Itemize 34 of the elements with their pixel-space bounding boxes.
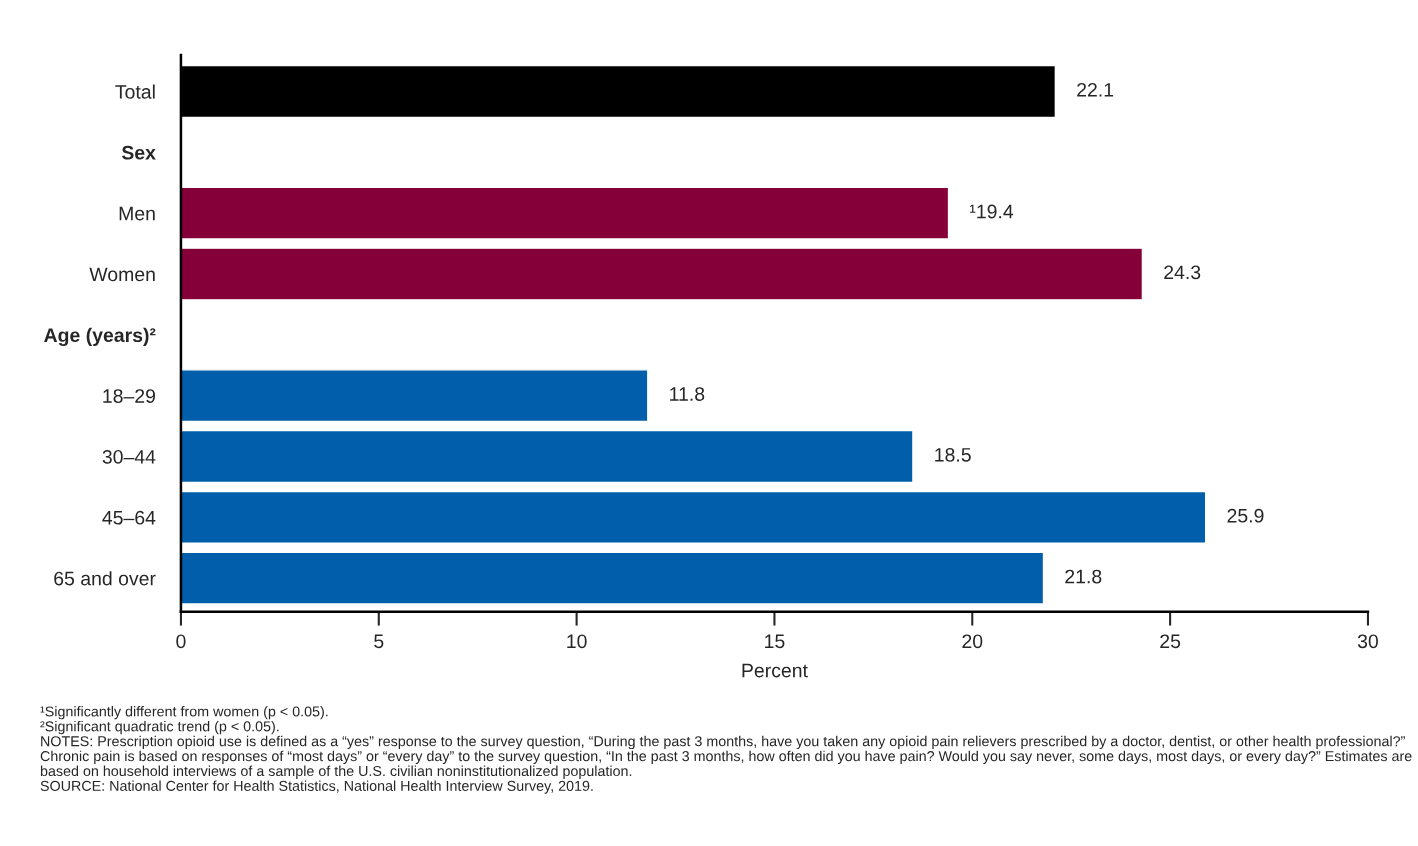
x-tick-label: 15: [765, 634, 785, 649]
data-label: 24.3: [1164, 265, 1201, 280]
x-tick-label: 25: [1160, 634, 1181, 649]
data-label: 22.1: [1077, 82, 1114, 97]
data-label: ¹19.4: [970, 204, 1014, 219]
y-tick-label: Sex: [121, 145, 156, 160]
text: ²Significant quadratic trend (p < 0.05).: [40, 720, 279, 735]
y-tick-label: 18–29: [103, 389, 156, 403]
x-tick-label: 5: [374, 634, 384, 649]
bar: [180, 551, 1045, 605]
y-tick-label: Men: [119, 206, 155, 221]
data-label: 25.9: [1227, 508, 1264, 523]
x-tick-label: 30: [1357, 634, 1378, 649]
data-label: 18.5: [935, 447, 971, 462]
y-tick-label: 65 and over: [54, 571, 156, 586]
x-tick-label: 10: [567, 634, 587, 649]
data-label: 21.8: [1065, 569, 1102, 584]
data-label: 11.8: [670, 387, 705, 401]
source-note: SOURCE: National Center for Health Statistics, National Health Interview Survey, 2019.: [40, 780, 593, 794]
x-tick-label: 0: [176, 634, 186, 649]
y-tick-label: 30–44: [102, 449, 156, 464]
text: ¹Significantly different from women (p < 0.05).: [40, 706, 328, 720]
y-tick-label: Total: [115, 84, 155, 99]
bar: [180, 369, 649, 423]
bar: [180, 186, 950, 240]
x-tick-label: 20: [962, 634, 983, 649]
y-tick-label: 45–64: [102, 510, 156, 525]
x-axis-title: Percent: [742, 663, 808, 678]
bar: [180, 247, 1144, 301]
y-tick-label: Age (years)²: [44, 327, 156, 347]
bar: [180, 490, 1207, 544]
y-tick-label: Women: [89, 267, 155, 282]
bar: [180, 429, 914, 484]
text: NOTES: Prescription opioid use is defined as a “yes” response to the survey question, “During the past 3 months, have you taken any opioid pain relievers prescribed by a doctor, dentist, or other health professional?” Chronic pain is based on responses of “most days” or “every day” to the survey question, “In the past 3 months, how often did you have pain? Would you say never, some days, most days, or every day?” Estimates are based on household interviews of a sample of the U.S. civilian noninstitutionalized population.: [40, 735, 1412, 779]
